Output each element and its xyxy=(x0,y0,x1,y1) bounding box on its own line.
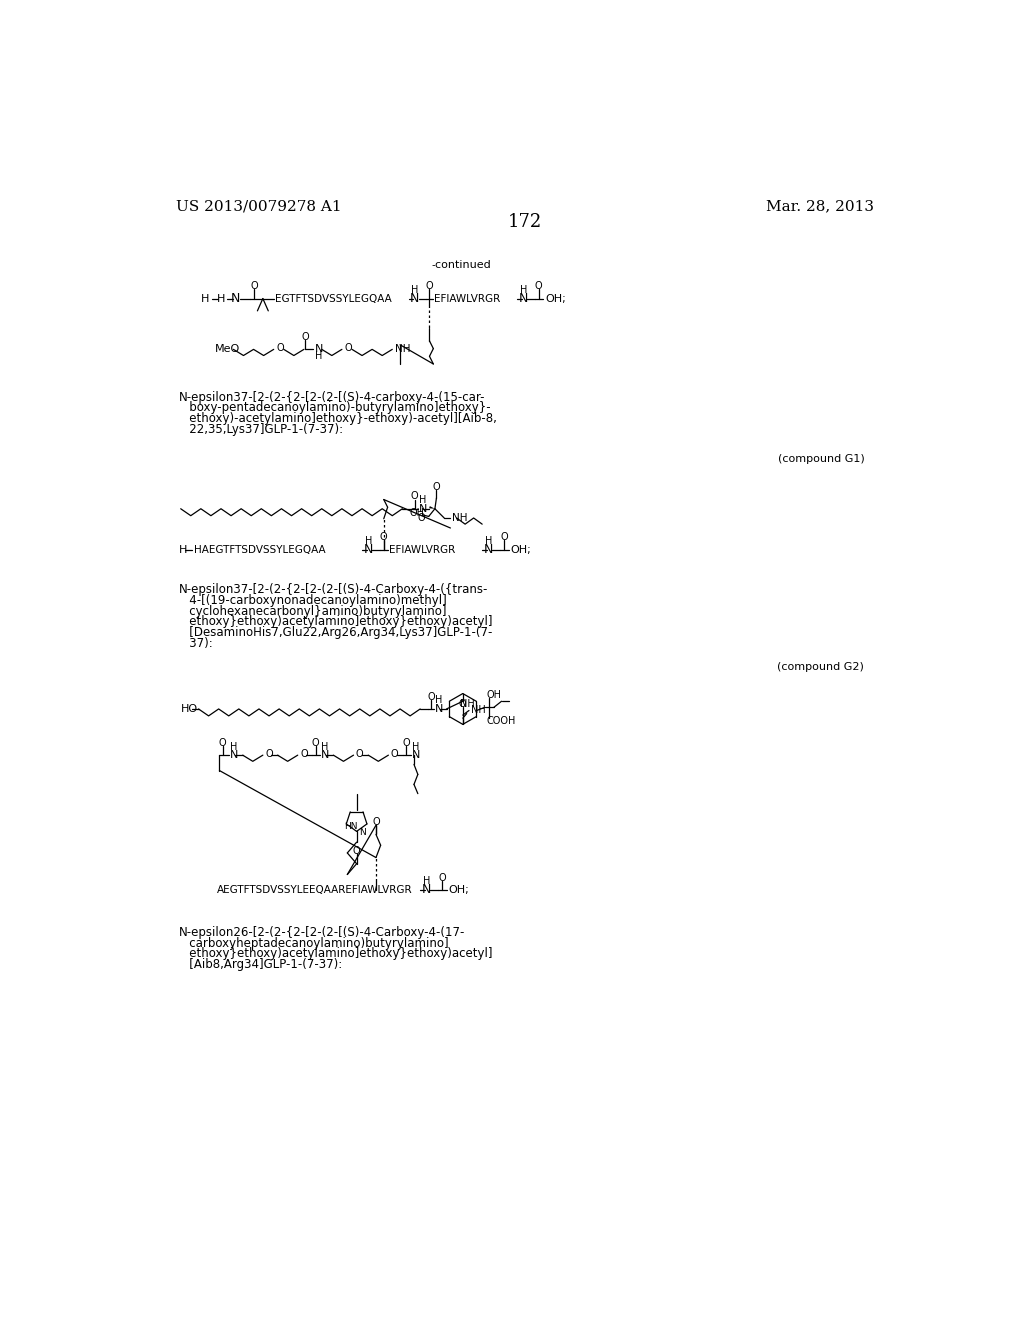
Text: H: H xyxy=(365,536,372,546)
Text: 22,35,Lys37]GLP-1-(7-37):: 22,35,Lys37]GLP-1-(7-37): xyxy=(178,422,343,436)
Text: O: O xyxy=(432,482,440,492)
Text: O: O xyxy=(535,281,543,292)
Text: H: H xyxy=(519,285,527,296)
Text: EFIAWLVRGR: EFIAWLVRGR xyxy=(434,293,501,304)
Text: N-epsilon37-[2-(2-{2-[2-(2-[(S)-4-carboxy-4-(15-car-: N-epsilon37-[2-(2-{2-[2-(2-[(S)-4-carbox… xyxy=(178,391,485,404)
Text: NH: NH xyxy=(471,705,485,715)
Text: Mar. 28, 2013: Mar. 28, 2013 xyxy=(766,199,873,213)
Text: ethoxy}ethoxy)acetylamino]ethoxy}ethoxy)acetyl]: ethoxy}ethoxy)acetylamino]ethoxy}ethoxy)… xyxy=(178,948,493,961)
Text: O: O xyxy=(251,281,258,292)
Text: O: O xyxy=(356,748,364,759)
Text: O: O xyxy=(417,513,425,523)
Text: O: O xyxy=(276,343,284,352)
Text: boxy-pentadecanoylamino)-butyrylamino]ethoxy}-: boxy-pentadecanoylamino)-butyrylamino]et… xyxy=(178,401,490,414)
Text: COOH: COOH xyxy=(486,717,515,726)
Text: HN: HN xyxy=(344,822,357,832)
Text: N: N xyxy=(435,704,443,714)
Text: N: N xyxy=(483,543,494,556)
Text: H: H xyxy=(314,351,323,362)
Text: OH;: OH; xyxy=(449,884,469,895)
Text: [Aib8,Arg34]GLP-1-(7-37):: [Aib8,Arg34]GLP-1-(7-37): xyxy=(178,958,343,972)
Text: OH: OH xyxy=(486,690,502,700)
Text: H: H xyxy=(435,696,442,705)
Text: N: N xyxy=(518,292,528,305)
Text: H: H xyxy=(217,293,225,304)
Text: N-epsilon37-[2-(2-{2-[2-(2-[(S)-4-Carboxy-4-({trans-: N-epsilon37-[2-(2-{2-[2-(2-[(S)-4-Carbox… xyxy=(178,583,487,597)
Text: O: O xyxy=(427,692,435,702)
Text: O: O xyxy=(353,846,360,857)
Text: O: O xyxy=(344,343,352,352)
Text: O: O xyxy=(459,700,467,709)
Text: 4-[(19-carboxynonadecanoylamino)methyl]: 4-[(19-carboxynonadecanoylamino)methyl] xyxy=(178,594,447,607)
Text: OH;: OH; xyxy=(545,293,565,304)
Text: (compound G1): (compound G1) xyxy=(777,454,864,463)
Text: [DesaminoHis7,Glu22,Arg26,Arg34,Lys37]GLP-1-(7-: [DesaminoHis7,Glu22,Arg26,Arg34,Lys37]GL… xyxy=(178,626,493,639)
Text: O: O xyxy=(265,748,272,759)
Text: O: O xyxy=(300,748,307,759)
Text: N: N xyxy=(410,292,420,305)
Text: (compound G2): (compound G2) xyxy=(777,661,864,672)
Text: N: N xyxy=(422,883,431,896)
Polygon shape xyxy=(429,506,435,508)
Text: N: N xyxy=(364,543,373,556)
Text: US 2013/0079278 A1: US 2013/0079278 A1 xyxy=(176,199,342,213)
Text: H: H xyxy=(484,536,493,546)
Text: N: N xyxy=(314,345,324,354)
Text: O: O xyxy=(391,748,398,759)
Text: O: O xyxy=(219,738,226,748)
Text: carboxyheptadecanoylamino)butyrylamino]: carboxyheptadecanoylamino)butyrylamino] xyxy=(178,936,449,949)
Text: N: N xyxy=(359,829,366,837)
Text: ethoxy)-acetylamino]ethoxy}-ethoxy)-acetyl][Aib-8,: ethoxy)-acetylamino]ethoxy}-ethoxy)-acet… xyxy=(178,412,498,425)
Text: O: O xyxy=(402,738,410,748)
Text: O: O xyxy=(500,532,508,543)
Text: H: H xyxy=(412,742,419,751)
Text: N: N xyxy=(321,750,330,760)
Text: O: O xyxy=(311,738,319,748)
Text: NH: NH xyxy=(461,700,475,709)
Text: O: O xyxy=(302,333,309,342)
Text: 37):: 37): xyxy=(178,638,213,649)
Text: HAEGTFTSDVSSYLEGQAA: HAEGTFTSDVSSYLEGQAA xyxy=(194,545,326,554)
Text: O: O xyxy=(380,532,387,543)
Text: N-epsilon26-[2-(2-{2-[2-(2-[(S)-4-Carboxy-4-(17-: N-epsilon26-[2-(2-{2-[2-(2-[(S)-4-Carbox… xyxy=(178,925,465,939)
Text: O: O xyxy=(438,873,445,883)
Text: H: H xyxy=(411,285,419,296)
Text: EGTFTSDVSSYLEGQAA: EGTFTSDVSSYLEGQAA xyxy=(275,293,392,304)
Text: HO: HO xyxy=(180,704,198,714)
Text: OH;: OH; xyxy=(510,545,530,554)
Text: N: N xyxy=(231,292,241,305)
Text: cyclohexanecarbonyl}amino)butyrylamino]: cyclohexanecarbonyl}amino)butyrylamino] xyxy=(178,605,446,618)
Text: -continued: -continued xyxy=(431,260,492,269)
Text: H: H xyxy=(230,742,238,751)
Text: H: H xyxy=(419,495,426,506)
Text: N: N xyxy=(412,750,420,760)
Text: AEGTFTSDVSSYLEEQAAREFIAWLVRGR: AEGTFTSDVSSYLEEQAAREFIAWLVRGR xyxy=(217,884,413,895)
Text: O: O xyxy=(372,817,380,828)
Text: H: H xyxy=(202,293,210,304)
Text: NH: NH xyxy=(452,513,467,523)
Text: H: H xyxy=(423,876,430,887)
Text: N: N xyxy=(419,504,427,513)
Text: ethoxy}ethoxy)acetylamino]ethoxy}ethoxy)acetyl]: ethoxy}ethoxy)acetylamino]ethoxy}ethoxy)… xyxy=(178,615,493,628)
Text: N: N xyxy=(230,750,239,760)
Text: O: O xyxy=(426,281,433,292)
Text: O: O xyxy=(411,491,419,502)
Text: EFIAWLVRGR: EFIAWLVRGR xyxy=(389,545,456,554)
Text: H: H xyxy=(321,742,329,751)
Text: NH: NH xyxy=(394,345,410,354)
Text: MeO: MeO xyxy=(215,345,240,354)
Text: 172: 172 xyxy=(508,213,542,231)
Text: H: H xyxy=(178,545,186,554)
Text: OH: OH xyxy=(410,508,425,517)
